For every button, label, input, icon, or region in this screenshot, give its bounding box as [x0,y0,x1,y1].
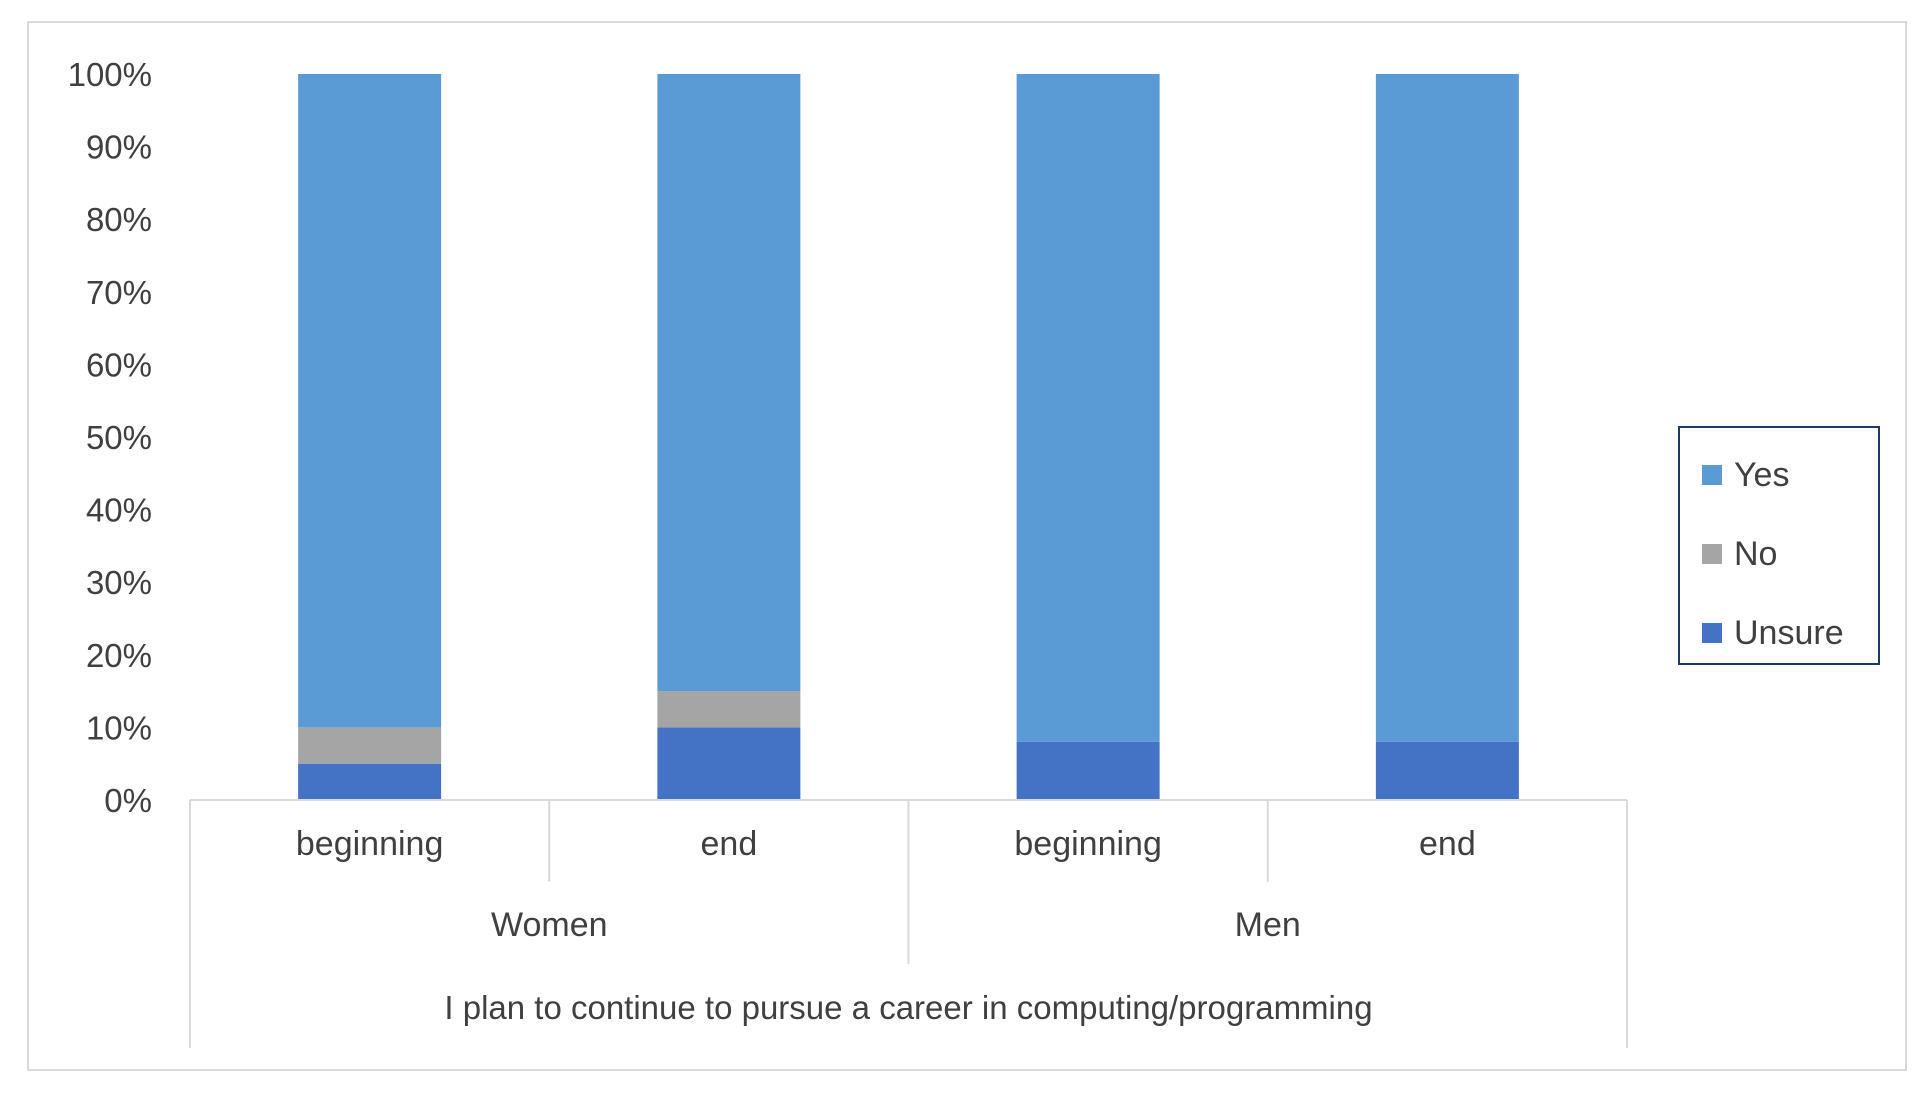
bar-segment-unsure [1375,741,1519,800]
y-tick-label: 80% [86,201,152,238]
bar-segment-yes [1016,74,1160,742]
legend-label-unsure: Unsure [1734,614,1844,652]
legend-swatch-no [1702,544,1722,564]
bar-segment-yes [298,74,442,728]
y-tick-label: 40% [86,492,152,529]
category-label: end [1419,825,1476,863]
y-tick-label: 0% [104,782,152,819]
bar-segment-yes [657,74,801,692]
bar-segment-unsure [657,727,801,800]
bar-segment-no [298,727,442,764]
bar-segment-unsure [1016,741,1160,800]
legend-swatch-unsure [1702,623,1722,643]
category-label: end [701,825,758,863]
legend-label-yes: Yes [1734,456,1789,494]
legend: Yes No Unsure [1678,426,1880,665]
legend-label-no: No [1734,535,1777,573]
y-tick-label: 30% [86,564,152,601]
y-tick-label: 60% [86,346,152,383]
bars [298,74,1519,800]
bar-segment-yes [1375,74,1519,742]
category-label: beginning [296,825,443,863]
y-tick-label: 70% [86,274,152,311]
category-axis: beginning end beginning end Women Men I plan t… [189,799,1628,1048]
category-axis-title: I plan to continue to pursue a career in… [444,989,1372,1026]
y-axis: 0% 10% 20% 30% 40% 50% 60% 70% 80% 90% 100% [68,56,152,819]
category-label: beginning [1014,825,1161,863]
legend-swatch-yes [1702,465,1722,485]
y-tick-label: 100% [68,56,152,93]
group-label: Men [1235,906,1301,944]
y-tick-label: 10% [86,709,152,746]
group-label: Women [491,906,608,944]
bar-segment-unsure [298,763,442,800]
y-tick-label: 90% [86,129,152,166]
y-tick-label: 20% [86,637,152,674]
y-tick-label: 50% [86,419,152,456]
bar-segment-no [657,691,801,728]
